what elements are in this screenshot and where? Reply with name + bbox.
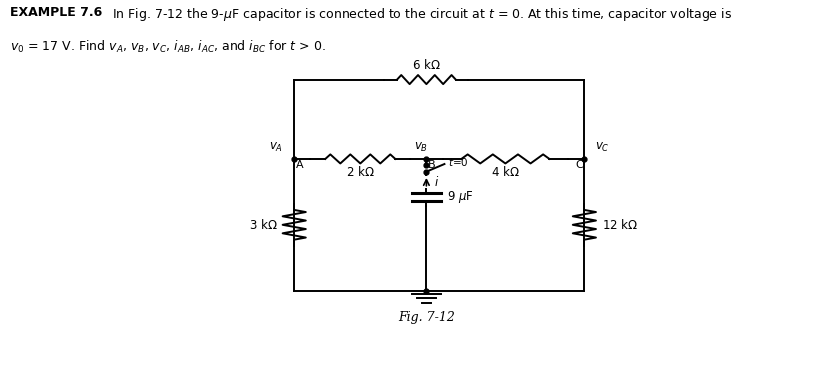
- Text: 6 k$\Omega$: 6 k$\Omega$: [412, 58, 441, 72]
- Text: 3 k$\Omega$: 3 k$\Omega$: [249, 218, 278, 232]
- Text: $v_B$: $v_B$: [414, 141, 428, 154]
- Text: B: B: [428, 160, 435, 170]
- Text: In Fig. 7-12 the 9-$\mu$F capacitor is connected to the circuit at $t$ = 0. At t: In Fig. 7-12 the 9-$\mu$F capacitor is c…: [112, 6, 732, 22]
- Text: A: A: [295, 160, 303, 170]
- Text: 12 k$\Omega$: 12 k$\Omega$: [602, 218, 638, 232]
- Text: EXAMPLE 7.6: EXAMPLE 7.6: [10, 6, 102, 18]
- Text: 2 k$\Omega$: 2 k$\Omega$: [346, 164, 374, 179]
- Text: $i$: $i$: [434, 176, 439, 190]
- Text: Fig. 7-12: Fig. 7-12: [398, 311, 455, 324]
- Text: $t$=0: $t$=0: [448, 156, 468, 168]
- Text: 4 k$\Omega$: 4 k$\Omega$: [491, 164, 520, 179]
- Text: 9 $\mu$F: 9 $\mu$F: [447, 189, 473, 205]
- Text: $v_A$: $v_A$: [269, 141, 283, 154]
- Text: $v_C$: $v_C$: [595, 141, 610, 154]
- Text: $v_0$ = 17 V. Find $v_A$, $v_B$, $v_C$, $i_{AB}$, $i_{AC}$, and $i_{BC}$ for $t$: $v_0$ = 17 V. Find $v_A$, $v_B$, $v_C$, …: [10, 39, 326, 55]
- Text: C: C: [576, 160, 583, 170]
